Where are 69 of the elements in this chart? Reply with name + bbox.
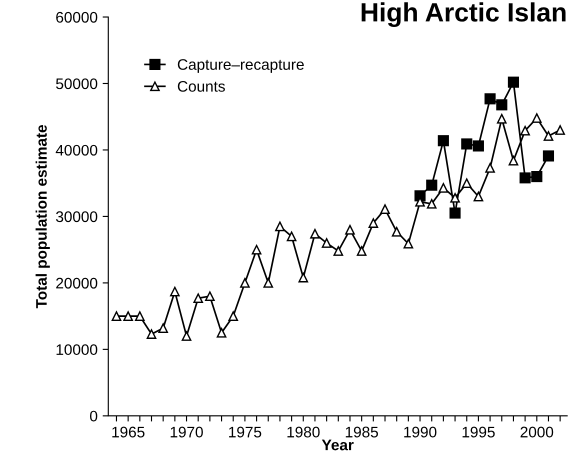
point <box>263 278 274 288</box>
point <box>170 286 180 296</box>
point <box>275 222 285 232</box>
point <box>252 244 262 255</box>
point <box>450 208 461 219</box>
point <box>472 140 484 152</box>
point <box>193 293 204 304</box>
point <box>461 138 472 150</box>
point <box>496 99 508 110</box>
point <box>474 192 484 202</box>
point <box>134 311 145 321</box>
point <box>392 226 402 237</box>
point <box>240 278 250 288</box>
point <box>438 135 449 146</box>
point <box>404 238 414 249</box>
legend-label: Counts <box>178 80 225 92</box>
point <box>228 311 238 321</box>
chart-title: High Arctic Islan <box>362 2 566 28</box>
point <box>531 170 542 182</box>
point <box>310 228 320 239</box>
x-tick-label: 2000 <box>520 426 554 438</box>
point <box>496 114 507 124</box>
x-tick-label: 1995 <box>462 426 495 438</box>
point <box>368 218 378 228</box>
y-tick-label: 30000 <box>56 211 98 222</box>
legend-label: Capture–recapture <box>178 59 304 73</box>
point <box>532 113 542 123</box>
point <box>484 93 496 104</box>
x-tick-label: 1965 <box>112 426 145 438</box>
point <box>520 172 531 184</box>
point <box>345 224 355 235</box>
x-tick-label: 1975 <box>229 426 262 438</box>
point <box>356 246 367 256</box>
y-tick-label: 20000 <box>56 278 98 289</box>
point <box>333 246 344 256</box>
point <box>146 329 156 339</box>
point <box>298 272 308 282</box>
x-axis-title: Year <box>322 440 354 450</box>
y-tick-label: 60000 <box>56 12 98 23</box>
y-tick-label: 50000 <box>56 78 98 90</box>
x-tick-label: 1970 <box>170 426 203 438</box>
point <box>380 204 390 214</box>
point <box>450 192 460 203</box>
point <box>426 180 438 191</box>
point <box>508 76 519 88</box>
point <box>205 291 215 302</box>
point <box>182 331 192 341</box>
y-axis-title: Total population estimate <box>36 124 50 308</box>
point <box>123 311 134 321</box>
point <box>158 323 168 333</box>
point <box>438 182 448 193</box>
point <box>322 238 332 248</box>
point <box>462 178 472 188</box>
point <box>286 232 296 242</box>
point <box>216 328 226 338</box>
y-tick-label: 0 <box>90 410 98 422</box>
point <box>508 156 518 166</box>
point <box>544 131 554 141</box>
point <box>555 125 566 135</box>
point <box>426 198 437 209</box>
point <box>485 163 495 173</box>
point <box>112 311 122 321</box>
x-tick-label: 1990 <box>404 426 436 438</box>
point <box>520 126 530 136</box>
y-tick-label: 40000 <box>56 144 98 156</box>
point <box>542 150 554 162</box>
y-tick-label: 10000 <box>56 344 98 356</box>
x-tick-label: 1980 <box>287 426 320 438</box>
x-tick-label: 1985 <box>346 426 378 438</box>
